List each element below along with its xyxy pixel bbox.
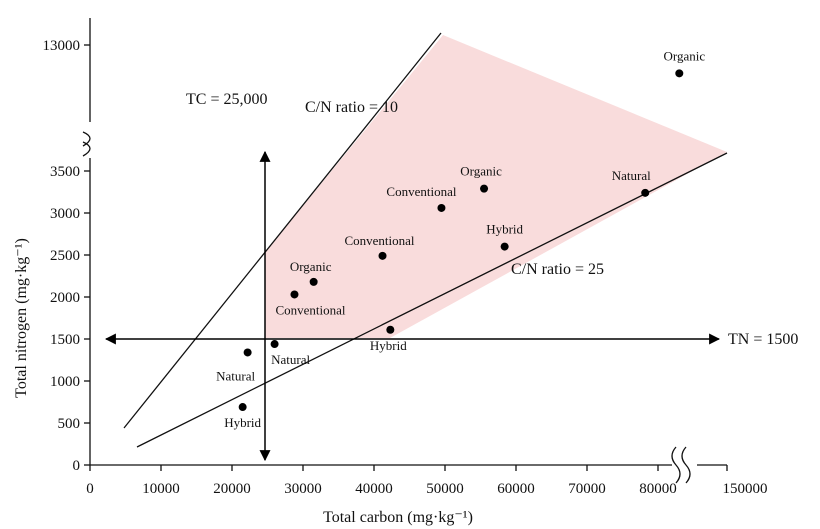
x-tick-label: 50000 [426, 481, 464, 497]
cn-ratio-10-label: C/N ratio = 10 [305, 99, 398, 116]
shaded-region [265, 35, 727, 338]
data-point [270, 340, 279, 349]
y-axis-title: Total nitrogen (mg·kg⁻¹) [13, 238, 30, 398]
data-point-label: Natural [612, 168, 651, 183]
data-points: Natural Natural Hybrid Conventional Organic C… [216, 48, 705, 430]
y-ticks: 0 500 1000 1500 2000 2500 3000 3500 [50, 164, 90, 474]
y-tick-label: 1000 [50, 374, 80, 390]
data-point [500, 242, 509, 251]
data-point-label: Organic [290, 259, 332, 274]
data-point-label: Organic [663, 48, 705, 63]
data-point [309, 277, 318, 286]
cn-ratio-25-label: C/N ratio = 25 [511, 261, 604, 278]
data-point-label: Organic [460, 164, 502, 179]
y-tick-label: 3500 [50, 164, 80, 180]
data-point [480, 184, 489, 193]
x-axis-title: Total carbon (mg·kg⁻¹) [323, 509, 473, 526]
x-tick-label: 0 [86, 481, 94, 497]
x-axis [90, 446, 727, 484]
x-ticks: 0 10000 20000 30000 40000 50000 60000 70000 8000… [86, 465, 677, 497]
x-tick-label: 80000 [639, 481, 677, 497]
cn-ratio-10-line [123, 32, 442, 429]
data-point [437, 203, 446, 212]
data-point [641, 188, 650, 197]
y-tick-label: 2500 [50, 248, 80, 264]
tn-threshold-label: TN = 1500 [728, 331, 798, 348]
data-point-label: Conventional [275, 302, 345, 317]
data-point [243, 348, 252, 357]
data-point-label: Conventional [344, 233, 414, 248]
x-tick-label: 30000 [284, 481, 322, 497]
data-point [238, 403, 247, 412]
data-point-label: Hybrid [224, 415, 261, 430]
data-point [675, 69, 684, 78]
y-tick-label: 2000 [50, 290, 80, 306]
y-break-tick-label: 13000 [43, 38, 81, 54]
cn-ratio-25-line [136, 152, 728, 448]
data-point [386, 325, 395, 334]
data-point-label: Natural [271, 352, 310, 367]
x-tick-label: 60000 [497, 481, 535, 497]
y-tick-label: 0 [73, 458, 81, 474]
x-tick-label: 40000 [355, 481, 393, 497]
data-point-label: Hybrid [486, 222, 523, 237]
x-tick-label: 20000 [213, 481, 251, 497]
data-point-label: Hybrid [370, 338, 407, 353]
data-point-label: Conventional [386, 184, 456, 199]
x-axis-break [671, 446, 691, 484]
tc-threshold-label: TC = 25,000 [186, 91, 267, 108]
data-point [378, 251, 387, 260]
y-axis [82, 18, 91, 465]
x-tick-label: 70000 [568, 481, 606, 497]
x-tick-label: 10000 [142, 481, 180, 497]
x-break-tick-label: 150000 [723, 481, 768, 497]
y-axis-break [82, 131, 91, 157]
data-point [290, 290, 299, 299]
y-tick-label: 1500 [50, 332, 80, 348]
data-point-label: Natural [216, 368, 255, 383]
y-tick-label: 500 [58, 416, 81, 432]
y-tick-label: 3000 [50, 206, 80, 222]
